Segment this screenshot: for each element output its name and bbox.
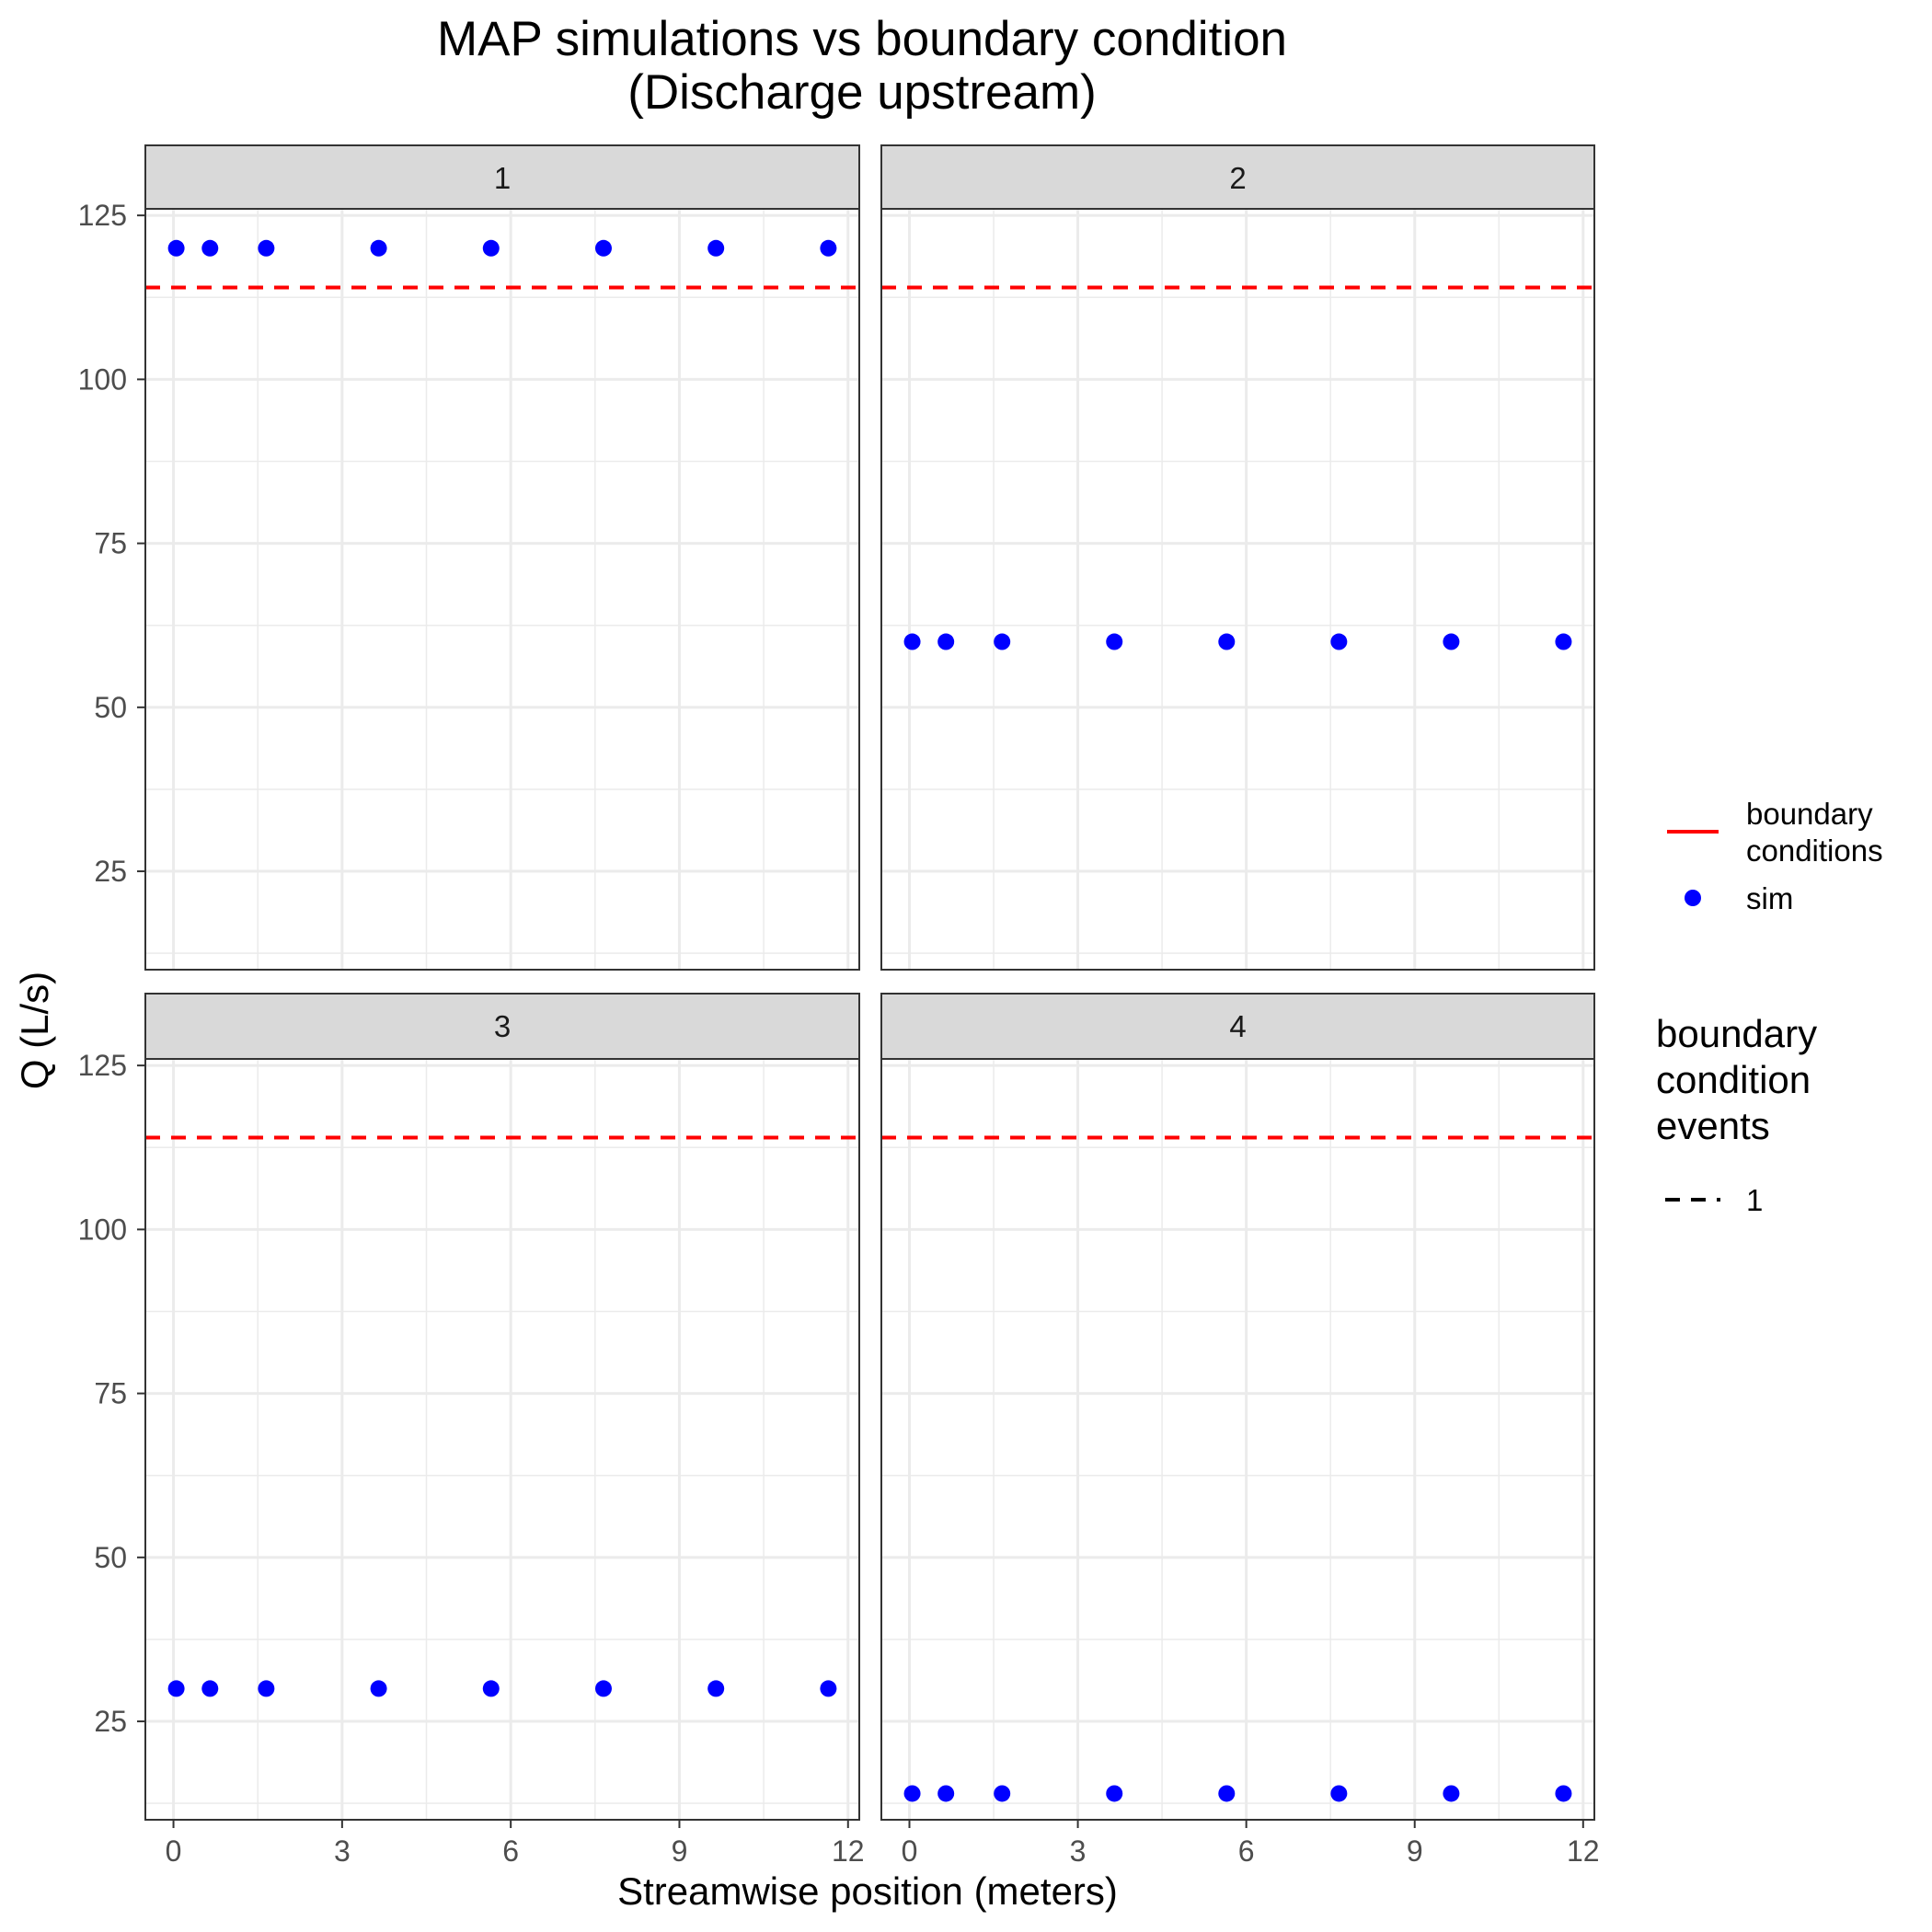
facet-strip xyxy=(880,993,1595,1060)
sim-point xyxy=(594,239,612,257)
x-axis-title: Streamwise position (meters) xyxy=(617,1869,1118,1913)
facet-strip xyxy=(144,993,860,1060)
sim-point xyxy=(482,239,500,257)
sim-point xyxy=(258,239,275,257)
legend-title-line-1: boundary xyxy=(1656,1012,1817,1055)
y-tick-label: 125 xyxy=(78,1049,127,1082)
facet-strip-label: 1 xyxy=(494,161,511,195)
sim-point xyxy=(370,1680,387,1697)
y-tick-label: 50 xyxy=(94,691,127,724)
x-tick-label: 3 xyxy=(1070,1834,1087,1868)
facet-panel-4: 4 0 3 6 9 12 xyxy=(880,993,1600,1868)
sim-point xyxy=(707,1680,725,1697)
y-axis-title: Q (L/s) xyxy=(13,972,56,1089)
sim-point xyxy=(820,1680,837,1697)
sim-point xyxy=(201,1680,219,1697)
sim-point xyxy=(820,239,837,257)
facet-strip xyxy=(880,144,1595,210)
sim-point xyxy=(1218,1785,1236,1802)
x-tick-label: 12 xyxy=(832,1834,865,1868)
y-tick-label: 75 xyxy=(94,1377,127,1410)
legend-colour: boundary conditions sim xyxy=(1667,797,1883,915)
y-tick-label: 50 xyxy=(94,1541,127,1574)
panel-background xyxy=(881,209,1594,970)
chart-title-line-1: MAP simulations vs boundary condition xyxy=(437,12,1287,66)
sim-point xyxy=(1218,633,1236,650)
legend-title-line-3: events xyxy=(1656,1104,1770,1147)
x-tick-label: 12 xyxy=(1567,1834,1600,1868)
sim-point xyxy=(1555,633,1572,650)
x-tick-label: 9 xyxy=(672,1834,688,1868)
legend-label-boundary-line1: boundary xyxy=(1746,797,1873,831)
sim-point xyxy=(482,1680,500,1697)
sim-point xyxy=(1330,633,1348,650)
sim-point xyxy=(903,633,921,650)
facet-panel-2: 2 xyxy=(880,144,1595,971)
y-tick-label: 25 xyxy=(94,855,127,888)
legend-linetype: boundary condition events 1 xyxy=(1656,1012,1817,1217)
facet-strip-label: 4 xyxy=(1229,1009,1246,1043)
y-tick-label: 100 xyxy=(78,1213,127,1246)
legend-label-sim: sim xyxy=(1746,881,1793,915)
x-tick-label: 3 xyxy=(334,1834,351,1868)
sim-point xyxy=(903,1785,921,1802)
panel-background xyxy=(145,209,859,970)
sim-point xyxy=(1106,633,1123,650)
x-tick-label: 0 xyxy=(902,1834,918,1868)
y-tick-label: 25 xyxy=(94,1705,127,1738)
panel-background xyxy=(881,1059,1594,1820)
sim-point xyxy=(167,239,185,257)
y-tick-label: 125 xyxy=(78,199,127,232)
sim-point xyxy=(1443,633,1460,650)
sim-point xyxy=(167,1680,185,1697)
sim-point xyxy=(370,239,387,257)
sim-point xyxy=(1443,1785,1460,1802)
sim-point xyxy=(258,1680,275,1697)
sim-point xyxy=(994,633,1011,650)
legend-title-line-2: condition xyxy=(1656,1058,1811,1101)
sim-point xyxy=(994,1785,1011,1802)
chart-title-line-2: (Discharge upstream) xyxy=(627,65,1097,120)
legend-label-boundary-line2: conditions xyxy=(1746,834,1883,868)
x-tick-label: 6 xyxy=(1238,1834,1255,1868)
y-tick-label: 75 xyxy=(94,527,127,560)
sim-point xyxy=(1555,1785,1572,1802)
sim-point xyxy=(937,633,955,650)
facet-strip-label: 3 xyxy=(494,1009,511,1043)
x-tick-label: 0 xyxy=(166,1834,182,1868)
legend-label-event-1: 1 xyxy=(1746,1183,1763,1217)
sim-point xyxy=(1106,1785,1123,1802)
x-tick-label: 9 xyxy=(1407,1834,1423,1868)
x-tick-label: 6 xyxy=(502,1834,519,1868)
facet-strip xyxy=(144,144,860,210)
y-tick-label: 100 xyxy=(78,362,127,396)
sim-point xyxy=(937,1785,955,1802)
facet-strip-label: 2 xyxy=(1229,161,1246,195)
legend-key-sim-point xyxy=(1685,890,1701,906)
sim-point xyxy=(594,1680,612,1697)
sim-point xyxy=(201,239,219,257)
panel-background xyxy=(145,1059,859,1820)
sim-point xyxy=(707,239,725,257)
sim-point xyxy=(1330,1785,1348,1802)
facet-panel-3: 3 25 50 75 100 125 0 3 6 9 12 xyxy=(78,993,865,1868)
